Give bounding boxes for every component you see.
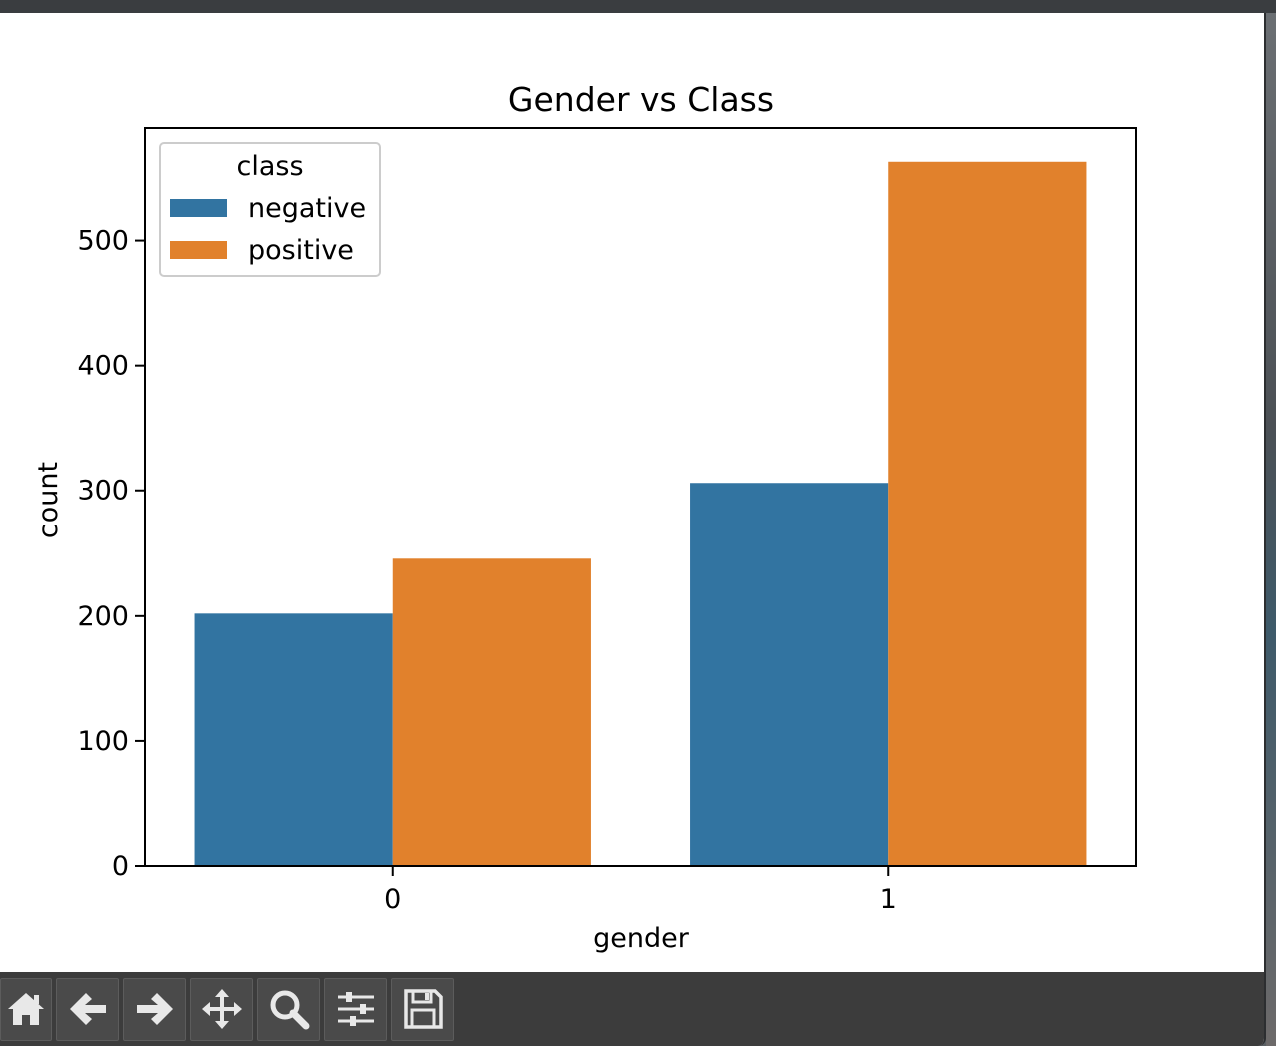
legend-swatch-negative [170, 199, 227, 217]
bar-positive-1 [888, 161, 1087, 866]
legend-label-positive: positive [248, 235, 354, 266]
arrow-left-icon [69, 993, 106, 1025]
plot-frame [144, 127, 1137, 867]
zoom-button[interactable] [257, 977, 320, 1041]
y-tick-label: 100 [77, 726, 129, 757]
y-tick-label: 200 [77, 601, 129, 632]
bars-group [194, 161, 1087, 866]
y-tick-label: 500 [77, 226, 129, 257]
legend-title: class [236, 151, 303, 182]
home-button[interactable] [0, 977, 52, 1041]
x-axis-label: gender [593, 923, 690, 954]
navigation-toolbar [0, 972, 1264, 1046]
x-tick-label: 1 [880, 884, 897, 915]
legend-label-negative: negative [248, 193, 366, 224]
arrow-right-icon [136, 993, 173, 1025]
x-tick-label: 0 [384, 884, 401, 915]
legend: class negative positive [159, 142, 381, 277]
bar-positive-0 [392, 558, 591, 866]
forward-button[interactable] [123, 977, 186, 1041]
magnifier-icon [270, 990, 309, 1030]
y-axis: 0 100 200 300 400 500 [77, 226, 145, 882]
sliders-icon [337, 992, 374, 1026]
y-tick-label: 400 [77, 351, 129, 382]
y-axis-label: count [33, 462, 64, 538]
y-tick-label: 300 [77, 476, 129, 507]
bar-negative-0 [194, 613, 393, 866]
move-icon [201, 989, 242, 1029]
back-button[interactable] [56, 977, 119, 1041]
configure-subplots-button[interactable] [324, 977, 387, 1041]
home-icon [8, 993, 44, 1025]
window-titlebar [0, 0, 1276, 14]
y-tick-label: 0 [112, 851, 129, 882]
bar-negative-1 [690, 483, 889, 866]
chart-title: Gender vs Class [508, 80, 774, 119]
floppy-disk-icon [403, 989, 443, 1029]
legend-swatch-positive [170, 241, 227, 259]
pan-button[interactable] [190, 977, 253, 1041]
save-button[interactable] [391, 977, 454, 1041]
desktop-background [1266, 13, 1276, 1046]
